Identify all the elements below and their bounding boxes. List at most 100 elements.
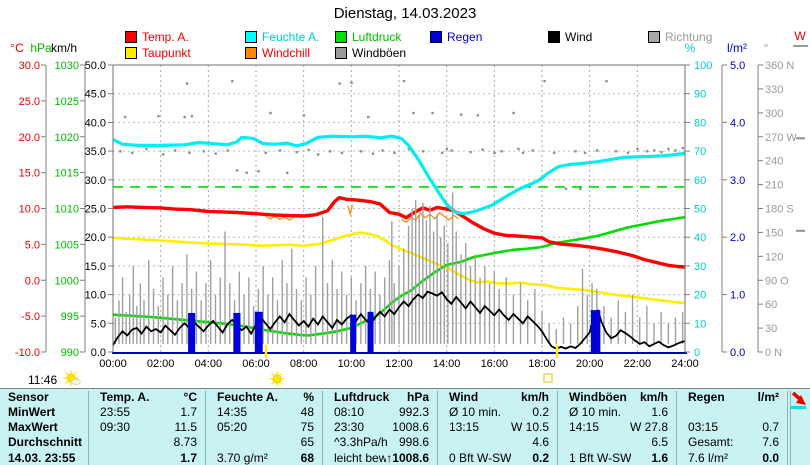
direction-dot: [157, 115, 160, 118]
y-axis-label: 1.0: [730, 290, 745, 302]
table-separator: [787, 391, 788, 465]
current-weather-sun-icon-ray: [65, 372, 68, 375]
table-cell: leicht bewöl↑1008.6: [334, 452, 429, 465]
legend-label: Windböen: [352, 45, 407, 60]
column-header: Luftdruck hPa: [334, 391, 429, 404]
legend-swatch: [245, 46, 257, 59]
cell-text: Temp. A.: [100, 391, 150, 404]
cell-value: km/h: [639, 390, 668, 404]
y-axis-label: -5.0: [21, 311, 40, 323]
legend-swatch: [548, 30, 560, 43]
axis-header-celsius: °C: [10, 41, 24, 55]
cell-text: 08:10: [334, 406, 365, 419]
y-axis-label: 5.0: [25, 239, 40, 251]
cell-value: 1.7: [180, 405, 197, 419]
direction-dot: [412, 111, 415, 115]
table-cell: Ø 10 min. 1.6: [569, 406, 668, 419]
direction-dot: [235, 169, 239, 172]
y-axis-label: 40: [694, 232, 706, 244]
direction-dot: [402, 79, 406, 83]
cell-value: 75: [300, 420, 314, 434]
sunrise-sun-icon: [272, 374, 282, 384]
direction-dot: [407, 147, 410, 151]
direction-dot: [431, 111, 434, 115]
legend-swatch: [125, 30, 137, 43]
column-header: Windböen km/h: [569, 391, 668, 404]
direction-dot: [667, 147, 670, 151]
cell-value: hPa: [406, 390, 429, 404]
direction-dot: [636, 147, 639, 151]
y-axis-label: 45.0: [85, 89, 106, 101]
axis-header-hpa: hPa: [30, 41, 52, 55]
x-axis-label: 18:00: [528, 358, 556, 370]
axis-header-kmh: km/h: [51, 41, 77, 55]
legend-item-luftdruck: Luftdruck: [335, 30, 401, 44]
table-cell: 13:15 W 10.5: [449, 421, 549, 434]
row-label: 14.03. 23:55: [8, 451, 76, 465]
cell-text: 23:55: [100, 406, 131, 419]
direction-dot: [481, 148, 484, 151]
y-axis-label: 10.0: [85, 290, 106, 302]
y-axis-label: 120: [765, 251, 783, 263]
y-axis-label: 0: [694, 347, 700, 359]
sunrise-sun-icon-ray: [271, 382, 274, 385]
trend-arrow-icon: [791, 391, 806, 409]
rain-bar: [233, 312, 241, 352]
legend-item-feuchte-a-: Feuchte A.: [245, 30, 319, 44]
y-axis-label: 25.0: [19, 96, 40, 108]
legend-label: Regen: [447, 29, 483, 44]
x-axis-label: 20:00: [576, 358, 604, 370]
current-weather-sun-icon-ray: [74, 372, 77, 375]
direction-dot: [445, 147, 449, 151]
cell-text: Gesamt:: [688, 436, 734, 449]
direction-dot: [393, 151, 396, 155]
weather-chart: 30.025.020.015.010.05.00.0-5.0-10.010301…: [10, 29, 808, 387]
y-axis-label: 1030: [55, 60, 79, 72]
column-header: Feuchte A.%: [217, 391, 314, 404]
x-axis-label: 08:00: [290, 358, 318, 370]
y-axis-label: 10.0: [19, 204, 40, 216]
cell-text: 05:20: [217, 421, 248, 434]
cell-value: 0.2: [532, 405, 549, 419]
direction-dot: [119, 150, 122, 153]
direction-dot: [543, 79, 546, 83]
direction-dot: [316, 153, 320, 156]
cell-text: ^3.3hPa/h: [334, 436, 388, 449]
cell-value: 0.7: [762, 420, 779, 434]
y-axis-label: 210: [765, 180, 783, 192]
direction-dot: [564, 187, 568, 190]
x-axis-label: 10:00: [338, 358, 366, 370]
y-axis-label: 0.0: [730, 347, 745, 359]
cell-text: 14:35: [217, 406, 248, 419]
cell-text: Feuchte A.: [217, 391, 278, 404]
cell-value: 4.6: [532, 435, 549, 449]
direction-dot: [307, 148, 310, 151]
x-axis-label: 24:00: [671, 358, 699, 370]
direction-dot: [450, 149, 453, 152]
column-header-sensor: Sensor: [8, 390, 49, 404]
cell-value: ↑1008.6: [386, 451, 429, 465]
y-axis-label: 330: [765, 84, 783, 96]
y-axis-label: 30: [765, 323, 777, 335]
cell-value: %: [303, 390, 314, 404]
cell-text: Wind: [449, 391, 479, 404]
x-axis-label: 14:00: [433, 358, 461, 370]
direction-dot: [371, 152, 375, 155]
column-header: Wind km/h: [449, 391, 549, 404]
column-header: Temp. A. °C: [100, 391, 197, 404]
direction-dot: [595, 149, 599, 152]
direction-dot: [660, 150, 663, 154]
legend-swatch: [245, 30, 257, 43]
y-axis-label: 1015: [55, 168, 79, 180]
column-header: Regen l/m²: [688, 391, 779, 404]
x-axis-label: 06:00: [242, 358, 270, 370]
rain-bar: [350, 314, 357, 352]
y-axis-label: 40.0: [85, 117, 106, 129]
row-label: MinWert: [8, 405, 56, 419]
direction-dot: [278, 149, 282, 152]
cell-value: 1.6: [651, 451, 668, 465]
cell-value: 998.6: [398, 435, 429, 449]
direction-dot: [269, 111, 272, 115]
y-axis-label: 180 S: [765, 204, 794, 216]
y-axis-label: 0 N: [765, 347, 782, 359]
